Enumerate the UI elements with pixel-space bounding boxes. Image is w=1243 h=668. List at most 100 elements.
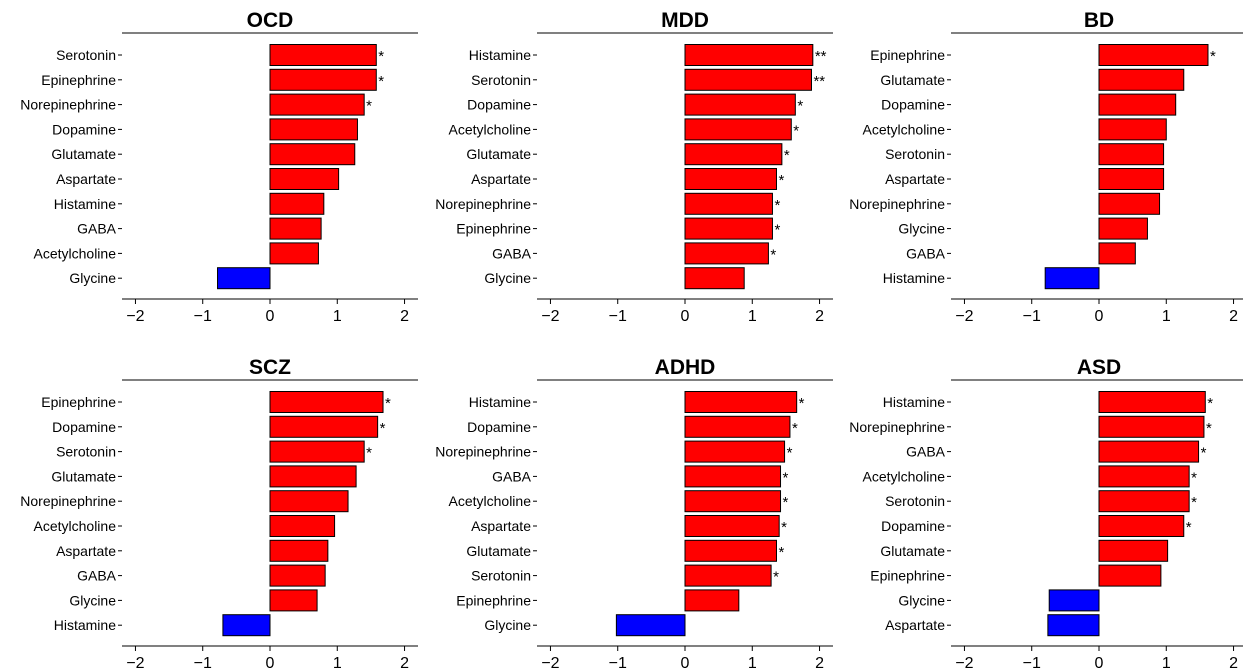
category-label: Histamine [469, 47, 531, 63]
bar [615, 614, 686, 637]
panel-bd: BD Epinephrine * Glutamate Dopamine Acetylcho… [849, 9, 1243, 325]
bar [1098, 143, 1165, 166]
bar [1098, 44, 1209, 66]
bar [269, 143, 356, 166]
category-label: Epinephrine [41, 72, 116, 88]
significance-marker: ** [813, 73, 825, 90]
x-tick-label: 1 [333, 655, 342, 668]
x-tick-label: 0 [266, 655, 275, 668]
category-label: Aspartate [56, 171, 116, 187]
category-label: Aspartate [56, 543, 116, 559]
bar [269, 440, 365, 463]
category-label: Norepinephrine [435, 444, 531, 460]
bar [684, 242, 769, 265]
significance-marker: * [378, 73, 384, 90]
category-label: Glycine [898, 221, 945, 237]
category-label: Epinephrine [456, 592, 531, 608]
category-label: Glycine [484, 270, 531, 286]
significance-marker: * [366, 445, 372, 462]
bar [684, 490, 782, 513]
x-tick-label: 0 [681, 308, 690, 325]
bar [1098, 440, 1200, 463]
bar [684, 118, 792, 141]
bar [1098, 391, 1206, 413]
category-label: Epinephrine [870, 47, 945, 63]
bar [269, 515, 336, 537]
x-tick-label: −1 [194, 308, 212, 325]
significance-marker: * [781, 519, 787, 536]
category-label: Acetylcholine [34, 245, 117, 261]
bar [684, 267, 745, 290]
significance-marker: * [1201, 445, 1207, 462]
significance-marker: * [1207, 395, 1213, 412]
category-label: Aspartate [471, 171, 531, 187]
significance-marker: * [774, 222, 780, 239]
x-tick-label: 2 [1229, 655, 1238, 668]
bar [1098, 515, 1185, 537]
bar [684, 68, 812, 91]
bar [684, 465, 782, 488]
significance-marker: ** [815, 48, 827, 65]
x-tick-label: 0 [681, 655, 690, 668]
x-tick-label: −1 [609, 655, 627, 668]
bar [217, 267, 271, 290]
significance-marker: * [1186, 519, 1192, 536]
x-tick-label: −2 [955, 655, 973, 668]
bar [1098, 118, 1167, 141]
bar [269, 118, 358, 141]
panel-title: BD [1084, 9, 1114, 32]
category-label: Glutamate [51, 146, 116, 162]
bar [269, 589, 318, 612]
significance-marker: * [1191, 494, 1197, 511]
bar [684, 415, 791, 438]
category-label: Histamine [469, 394, 531, 410]
significance-marker: * [385, 395, 391, 412]
bar [1098, 564, 1162, 587]
category-label: Aspartate [885, 171, 945, 187]
category-label: Glycine [484, 617, 531, 633]
bar [684, 217, 773, 240]
bar [1098, 168, 1165, 190]
x-tick-label: −2 [126, 308, 144, 325]
bar [1098, 68, 1185, 91]
category-label: GABA [77, 221, 117, 237]
x-tick-label: −2 [541, 308, 559, 325]
bar [1098, 415, 1205, 438]
x-tick-label: 1 [333, 308, 342, 325]
x-tick-label: −2 [955, 308, 973, 325]
significance-marker: * [783, 469, 789, 486]
bar [684, 391, 798, 413]
category-label: Histamine [883, 394, 945, 410]
panel-ocd: OCD Serotonin * Epinephrine * Norepinephrine *… [20, 9, 418, 325]
bar [269, 415, 379, 438]
category-label: Histamine [883, 270, 945, 286]
bar [1098, 539, 1169, 562]
category-label: Acetylcholine [449, 493, 532, 509]
bar [684, 168, 777, 190]
category-label: Norepinephrine [20, 493, 116, 509]
bar [269, 391, 384, 413]
x-tick-label: 2 [400, 655, 409, 668]
x-tick-label: 0 [1095, 655, 1104, 668]
bar [269, 217, 322, 240]
bar [1048, 589, 1100, 612]
category-label: GABA [906, 245, 946, 261]
category-label: Glycine [69, 270, 116, 286]
panel-title: OCD [247, 9, 294, 32]
x-tick-label: −1 [609, 308, 627, 325]
x-tick-label: 1 [748, 308, 757, 325]
category-label: Dopamine [52, 121, 116, 137]
category-label: Serotonin [56, 444, 116, 460]
significance-marker: * [787, 445, 793, 462]
category-label: Norepinephrine [435, 196, 531, 212]
category-label: Norepinephrine [849, 419, 945, 435]
category-label: Epinephrine [870, 568, 945, 584]
category-label: Dopamine [881, 97, 945, 113]
category-label: Histamine [54, 196, 116, 212]
bar [684, 564, 772, 587]
category-label: Serotonin [885, 493, 945, 509]
category-label: GABA [492, 468, 532, 484]
significance-marker: * [380, 420, 386, 437]
category-label: Glutamate [880, 543, 945, 559]
